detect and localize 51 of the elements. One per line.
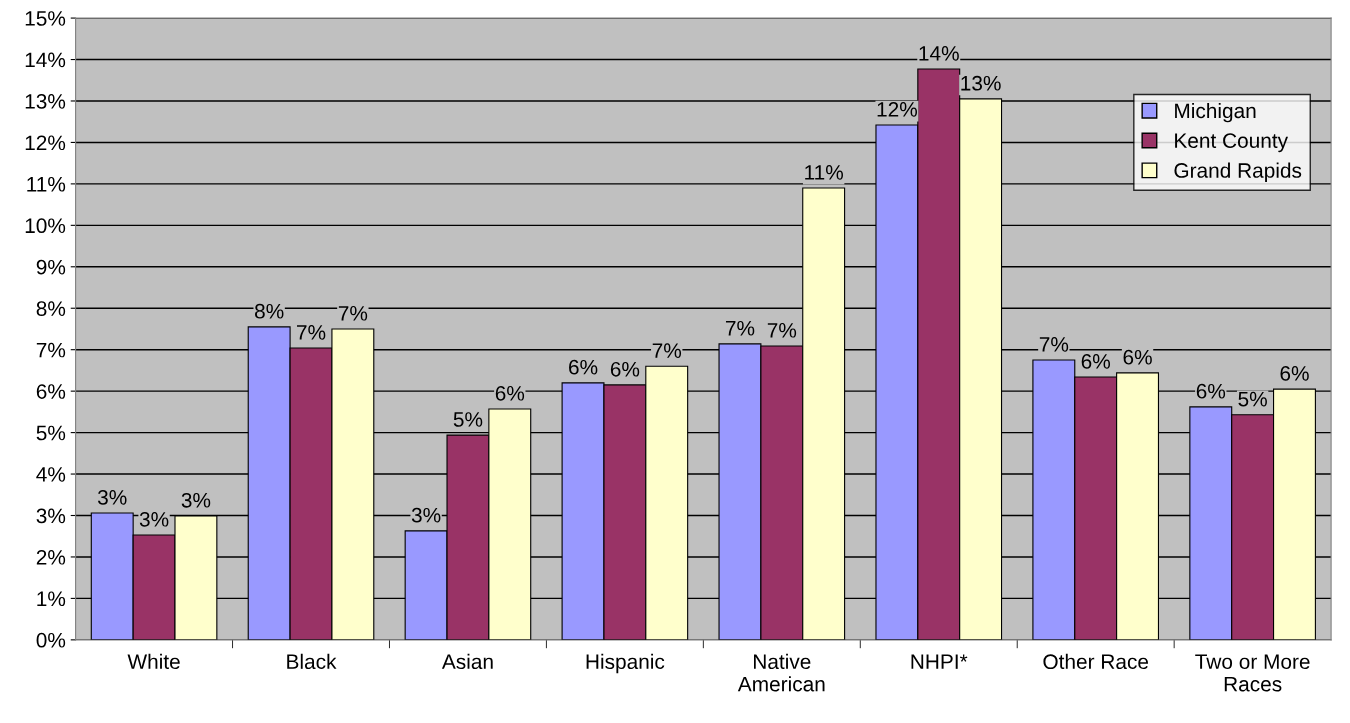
data-label: 6% [1081,354,1111,369]
y-tick-label: 2% [36,549,66,565]
legend-label: Michigan [1175,102,1256,123]
data-label: 6% [1280,366,1309,381]
y-tick-label: 15% [25,11,66,26]
data-label: 5% [1238,391,1267,407]
y-tick-label: 12% [25,135,66,151]
y-tick-label: 6% [36,384,66,399]
y-tick-label: 1% [37,591,66,607]
data-label: 6% [495,385,525,401]
data-label: 6% [1196,383,1226,399]
data-label: 11% [805,165,844,180]
y-tick-label: 13% [25,93,66,109]
data-label: 7% [297,325,326,340]
y-tick-label: 7% [36,342,66,358]
x-tick-label: Hispanic [586,653,665,674]
data-label: 6% [1123,349,1152,365]
data-label: 7% [1039,337,1069,352]
x-tick-label: Native American [737,653,825,692]
data-label: 3% [181,492,211,508]
y-tick-label: 9% [36,259,66,275]
data-label: 3% [139,511,169,527]
data-label: 7% [338,306,368,321]
data-label: 7% [652,343,682,358]
x-tick-label: Two or More Races [1195,654,1310,692]
y-tick-label: 0% [36,632,66,648]
data-label: 6% [610,361,640,377]
x-tick-label: White [127,653,180,670]
legend-label: Kent County [1175,133,1289,153]
y-tick-label: 3% [36,508,66,524]
data-label: 7% [725,320,755,336]
y-tick-label: 14% [25,52,66,68]
data-label: 5% [453,412,483,427]
data-label: 7% [767,323,797,338]
y-tick-label: 11% [27,176,66,192]
y-tick-label: 5% [36,425,66,441]
data-label: 13% [961,75,1001,91]
x-tick-label: Black [287,653,337,670]
x-tick-label: Asian [441,653,493,670]
x-tick-label: NHPI* [911,654,968,669]
data-label: 3% [411,507,441,523]
y-tick-label: 8% [36,301,66,316]
data-label: 14% [919,46,959,61]
data-label: 6% [569,359,598,375]
legend-label: Grand Rapids [1174,162,1302,182]
data-label: 8% [255,303,284,319]
data-label: 3% [97,489,127,505]
y-tick-label: 4% [36,467,66,482]
x-tick-label: Other Race [1043,653,1149,670]
y-tick-label: 10% [25,218,66,234]
data-label: 12% [877,101,918,117]
